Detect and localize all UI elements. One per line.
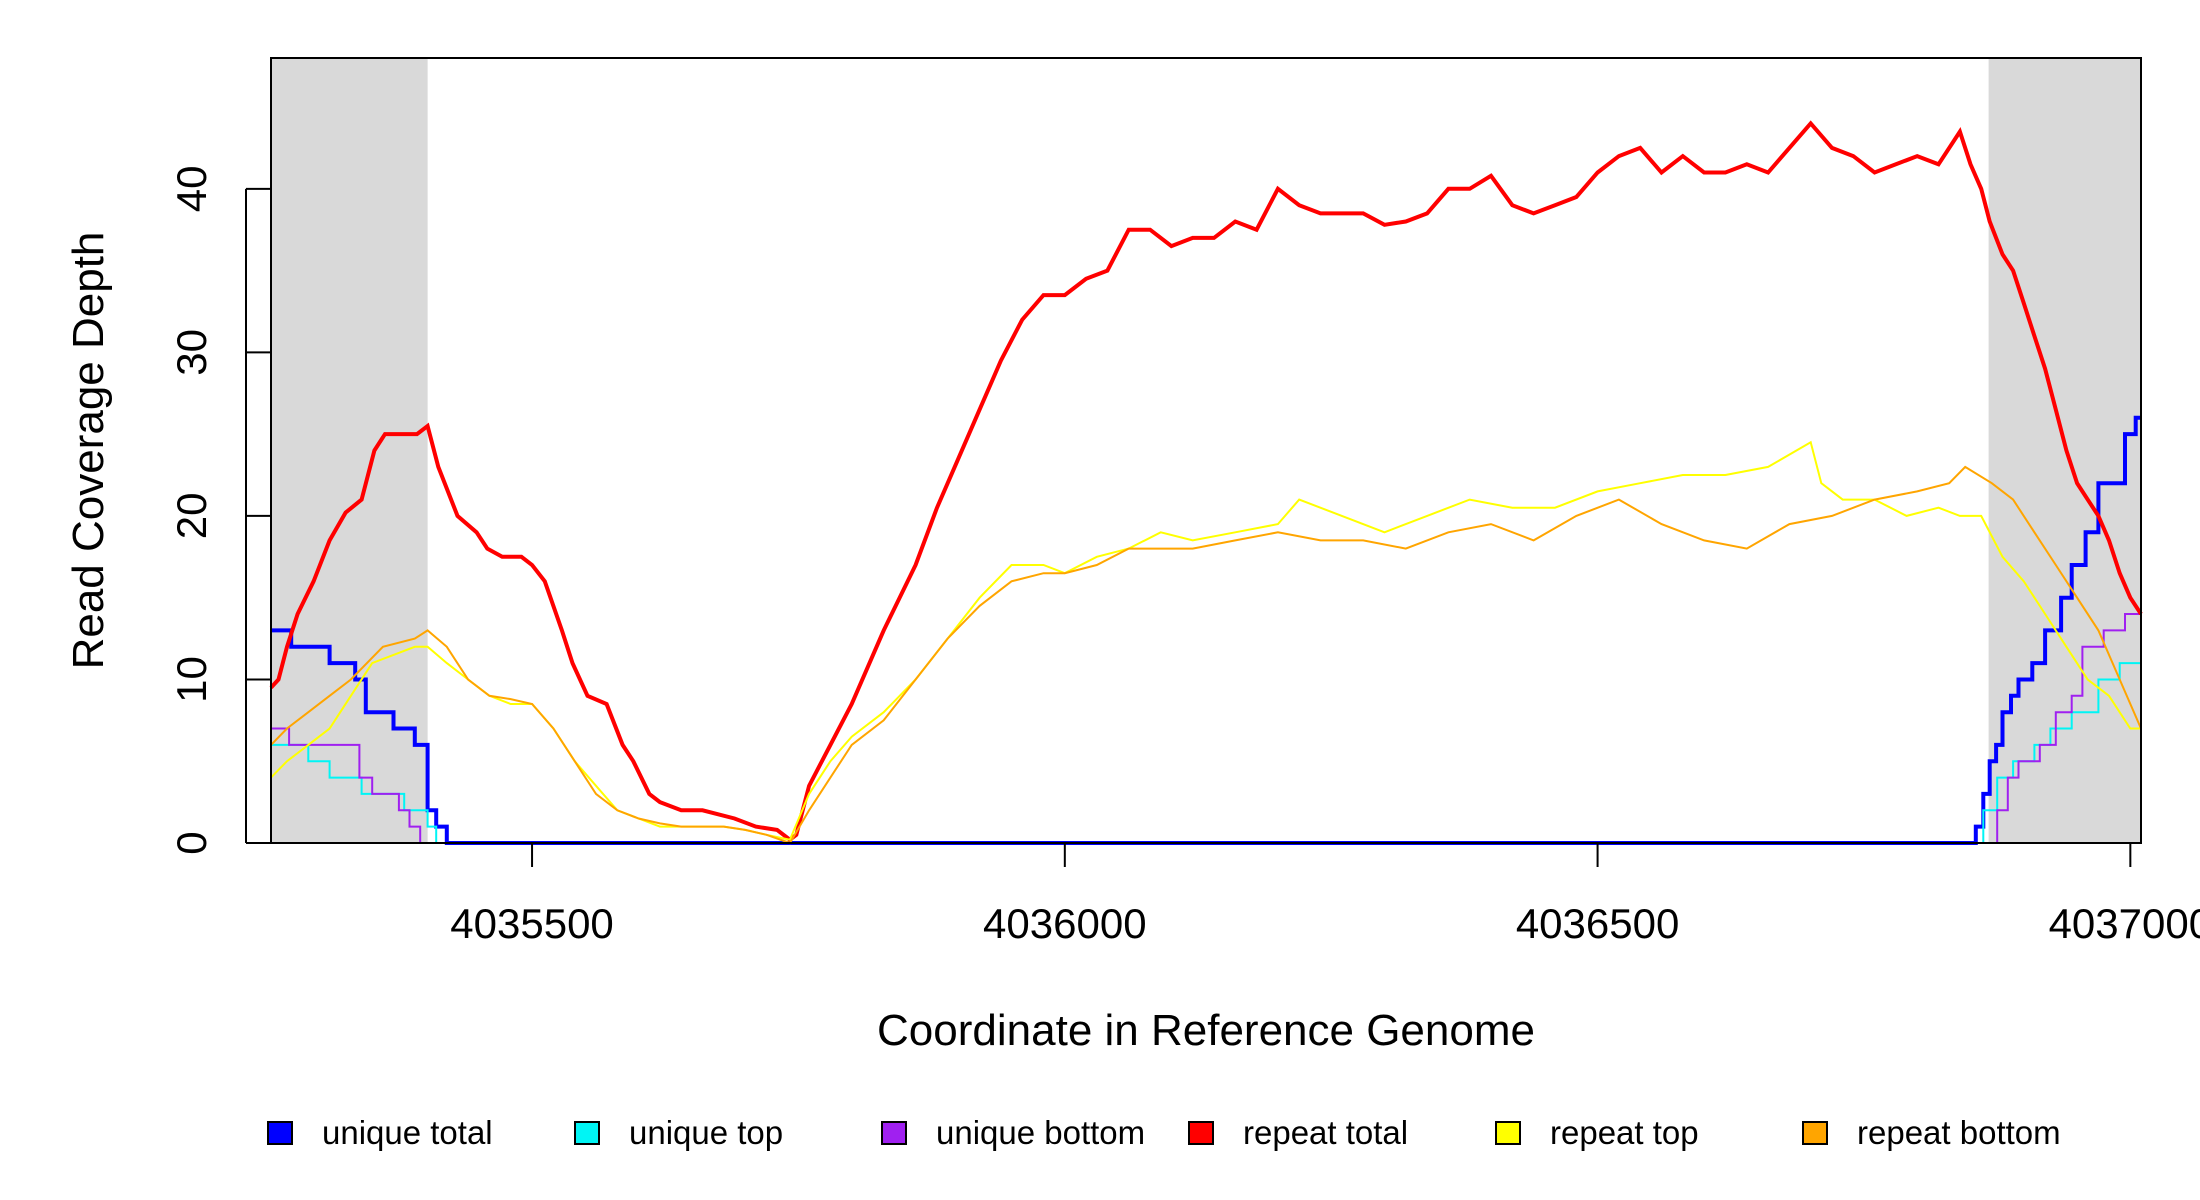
axes: 4035500 4036000 4036500 4037000 0 10 20 30 40 — [168, 165, 2200, 947]
legend-label: repeat bottom — [1857, 1114, 2061, 1151]
legend-item-unique-total: unique total — [267, 1114, 493, 1151]
legend-label: unique total — [322, 1114, 493, 1151]
legend-swatch — [574, 1121, 600, 1145]
legend-swatch — [267, 1121, 293, 1145]
legend-swatch — [1188, 1121, 1214, 1145]
x-axis-title: Coordinate in Reference Genome — [877, 1006, 1535, 1055]
series-line-unique-total — [271, 415, 2141, 845]
legend-item-repeat-top: repeat top — [1495, 1114, 1699, 1151]
series-line-repeat-top — [270, 440, 2141, 841]
legend-swatch — [1802, 1121, 1828, 1145]
x-tick-label-0: 4035500 — [450, 900, 614, 947]
shaded-region-0 — [271, 58, 428, 843]
legend-label: repeat top — [1550, 1114, 1699, 1151]
x-tick-label-2: 4036500 — [1516, 900, 1680, 947]
y-tick-label-2: 20 — [168, 493, 215, 540]
legend-label: unique top — [629, 1114, 783, 1151]
y-tick-label-4: 40 — [168, 165, 215, 212]
legend-label: repeat total — [1243, 1114, 1408, 1151]
y-axis-title: Read Coverage Depth — [64, 232, 113, 670]
legend-item-unique-bottom: unique bottom — [881, 1114, 1145, 1151]
y-tick-label-0: 0 — [168, 831, 215, 854]
y-tick-label-3: 30 — [168, 329, 215, 376]
series-line-repeat-total — [269, 120, 2143, 843]
legend-item-repeat-total: repeat total — [1188, 1114, 1408, 1151]
legend-item-repeat-bottom: repeat bottom — [1802, 1114, 2061, 1151]
legend-swatch — [1495, 1121, 1521, 1145]
y-tick-label-1: 10 — [168, 656, 215, 703]
legend-swatch — [881, 1121, 907, 1145]
x-tick-label-1: 4036000 — [983, 900, 1147, 947]
legend-item-unique-top: unique top — [574, 1114, 783, 1151]
series-line-repeat-bottom — [270, 465, 2142, 845]
series-line-unique-bottom — [271, 613, 2141, 844]
legend-label: unique bottom — [936, 1114, 1145, 1151]
legend: unique total unique top unique bottom repea… — [267, 1114, 2061, 1151]
series-layer — [269, 120, 2143, 845]
x-tick-label-3: 4037000 — [2049, 900, 2200, 947]
series-line-unique-top — [271, 662, 2141, 844]
